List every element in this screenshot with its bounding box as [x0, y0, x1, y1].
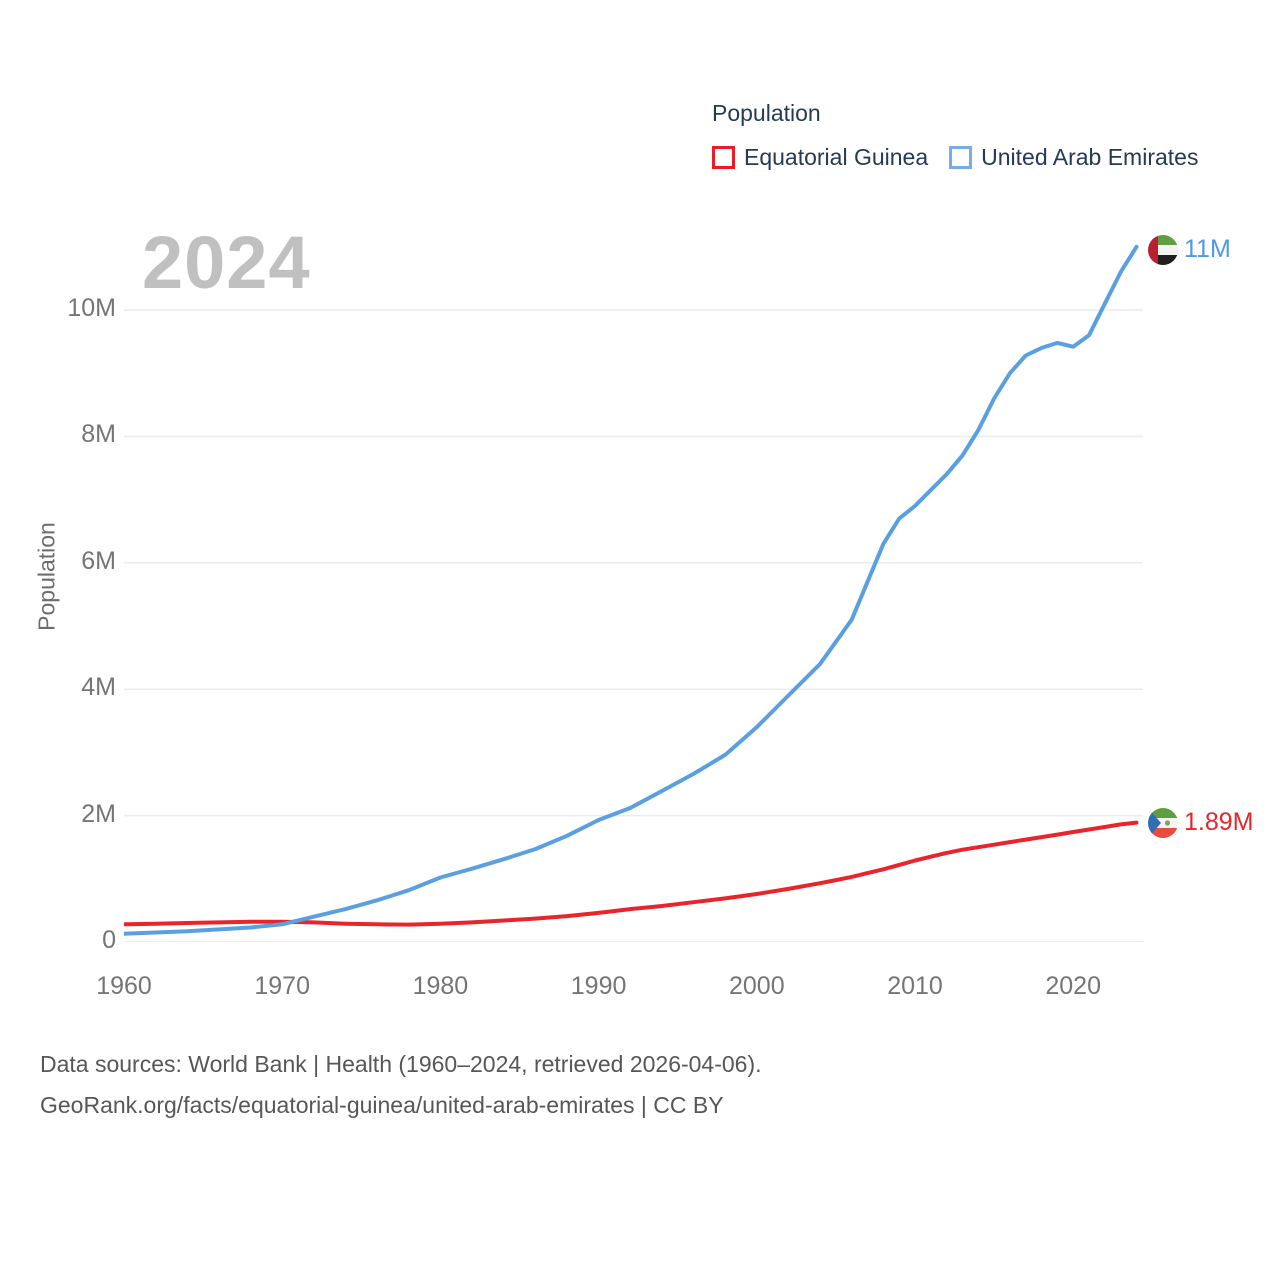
x-tick-label-1980: 1980: [412, 972, 469, 1000]
series-line-equatorial-guinea: [124, 820, 1139, 927]
x-tick-label-2020: 2020: [1045, 972, 1101, 1000]
y-tick-label-8M: 8M: [81, 420, 116, 449]
footer-data-sources: Data sources: World Bank | Health (1960–…: [40, 1051, 762, 1077]
legend-row: Equatorial Guinea United Arab Emirates: [712, 144, 1198, 171]
united-arab-emirates-swatch-icon: [949, 146, 973, 169]
legend-item-equatorial-guinea[interactable]: Equatorial Guinea: [712, 144, 928, 171]
equatorial-guinea-swatch-icon: [712, 146, 735, 169]
y-tick-label-6M: 6M: [81, 546, 116, 575]
x-tick-label-2000: 2000: [728, 972, 785, 1000]
x-tick-label-1960: 1960: [96, 972, 152, 1000]
equatorial-guinea-flag-icon: [1148, 808, 1178, 838]
watermark-year: 2024: [142, 221, 311, 304]
x-tick-label-1970: 1970: [254, 972, 310, 1000]
line-chart-plot: [124, 244, 1143, 942]
legend-label: Equatorial Guinea: [744, 144, 929, 170]
y-tick-label-10M: 10M: [67, 294, 116, 322]
y-axis-title: Population: [33, 522, 60, 631]
legend-label: United Arab Emirates: [981, 144, 1199, 170]
uae-flag-icon: [1148, 235, 1178, 265]
legend-item-united-arab-emirates[interactable]: United Arab Emirates: [949, 144, 1198, 171]
footer-attribution-url: GeoRank.org/facts/equatorial-guinea/unit…: [40, 1092, 724, 1118]
uae-end-value-label: 11M: [1184, 235, 1231, 263]
legend: Population Equatorial Guinea United Arab…: [712, 100, 1198, 171]
y-tick-label-0: 0: [102, 926, 116, 954]
x-tick-label-2010: 2010: [887, 972, 943, 1000]
series-line-united-arab-emirates: [124, 244, 1139, 936]
y-tick-label-2M: 2M: [81, 799, 116, 828]
legend-title: Population: [712, 100, 821, 126]
equatorial-guinea-end-value-label: 1.89M: [1184, 808, 1254, 836]
x-tick-label-1990: 1990: [570, 972, 627, 1000]
y-tick-label-4M: 4M: [81, 673, 116, 702]
footer: Data sources: World Bank | Health (1960–…: [40, 1044, 762, 1126]
